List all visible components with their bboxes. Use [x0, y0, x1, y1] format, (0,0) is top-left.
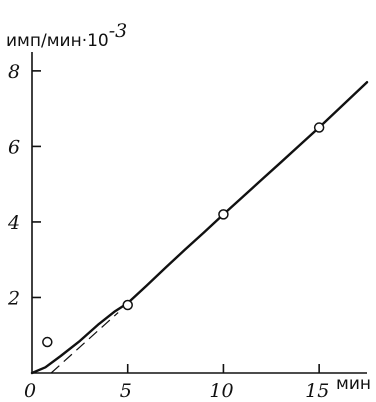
series-line: [30, 80, 369, 375]
extrapolation-line: [50, 312, 119, 374]
data-point: [122, 299, 133, 311]
y-axis-exponent-prefix: ·10: [82, 31, 109, 51]
y-tick-label: 2: [7, 287, 20, 309]
x-axis-label: мин: [336, 374, 371, 394]
y-axis-label: имп/мин: [6, 31, 82, 51]
y-tick-label: 6: [8, 136, 20, 158]
y-tick-label: 8: [8, 61, 20, 83]
x-tick-label: 15: [305, 380, 329, 402]
data-point: [42, 336, 53, 348]
y-tick-label: 4: [7, 212, 20, 234]
svg-text:имп/мин·10-3: имп/мин·10-3: [6, 20, 127, 51]
data-point: [218, 209, 229, 220]
x-tick-label: 10: [209, 380, 233, 402]
data-point: [313, 122, 325, 133]
x-tick-label: 0: [24, 380, 36, 402]
y-axis-title: имп/мин·10-3: [6, 20, 127, 51]
y-axis-exponent: -3: [109, 20, 128, 42]
plot-area: 2 4 6 8 0 5 10 15: [7, 52, 369, 402]
x-tick-label: 5: [120, 380, 132, 402]
